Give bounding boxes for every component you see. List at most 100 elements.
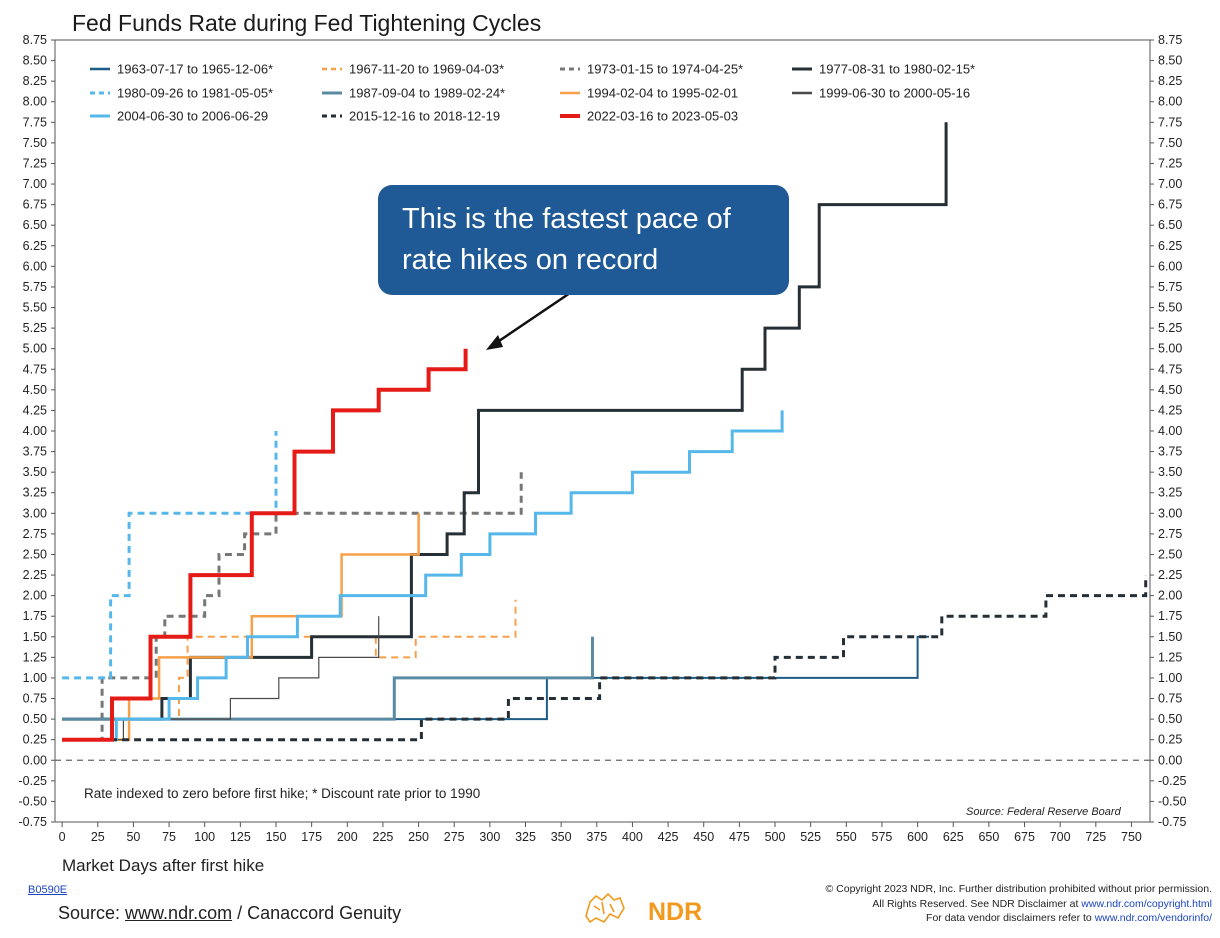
y-tick-label-right: 3.50: [1158, 465, 1182, 479]
y-tick-label-left: 4.50: [23, 383, 47, 397]
x-tick-label: 200: [337, 830, 358, 844]
x-tick-label: 0: [59, 830, 66, 844]
x-tick-label: 475: [729, 830, 750, 844]
x-tick-label: 175: [301, 830, 322, 844]
y-tick-label-left: 7.25: [23, 156, 47, 170]
y-tick-label-right: 4.00: [1158, 424, 1182, 438]
y-tick-label-left: -0.25: [19, 774, 48, 788]
series-line: [62, 616, 380, 741]
y-tick-label-right: 8.00: [1158, 95, 1182, 109]
y-tick-label-right: 6.00: [1158, 259, 1182, 273]
x-tick-label: 525: [800, 830, 821, 844]
y-tick-label-left: 8.25: [23, 74, 47, 88]
y-tick-label-right: 5.25: [1158, 321, 1182, 335]
x-tick-label: 400: [622, 830, 643, 844]
legend-label: 1973-01-15 to 1974-04-25*: [587, 62, 743, 77]
y-tick-label-left: 1.75: [23, 609, 47, 623]
chart-source: Source: Federal Reserve Board: [966, 806, 1121, 818]
vendor-info-link[interactable]: www.ndr.com/vendorinfo/: [1094, 912, 1212, 924]
series-line: [62, 348, 468, 742]
logo-text: NDR: [648, 898, 702, 926]
x-tick-label: 125: [230, 830, 251, 844]
callout-arrow: [495, 291, 571, 345]
legend-label: 1980-09-26 to 1981-05-05*: [117, 86, 273, 101]
y-tick-label-right: -0.75: [1158, 815, 1187, 829]
y-tick-label-left: 4.25: [23, 403, 47, 417]
x-tick-label: 25: [91, 830, 105, 844]
x-tick-label: 675: [1014, 830, 1035, 844]
y-tick-label-left: 4.00: [23, 424, 47, 438]
y-tick-label-left: 8.00: [23, 95, 47, 109]
bull-bear-icon: [585, 892, 625, 924]
x-tick-label: 350: [551, 830, 572, 844]
chart-code-link[interactable]: B0590E: [28, 884, 68, 896]
y-tick-label-left: 5.25: [23, 321, 47, 335]
y-tick-label-right: 3.75: [1158, 445, 1182, 459]
y-tick-label-left: 2.25: [23, 568, 47, 582]
y-tick-label-right: 0.25: [1158, 733, 1182, 747]
y-tick-label-left: 5.50: [23, 301, 47, 315]
y-tick-label-left: 6.25: [23, 239, 47, 253]
y-tick-label-right: 4.25: [1158, 403, 1182, 417]
y-tick-label-right: 3.25: [1158, 486, 1182, 500]
y-tick-label-left: 3.75: [23, 445, 47, 459]
copyright-line-3: For data vendor disclaimers refer to www…: [572, 911, 1212, 926]
series-line: [62, 636, 594, 721]
copyright-line-2: All Rights Reserved. See NDR Disclaimer …: [572, 897, 1212, 912]
x-tick-label: 425: [658, 830, 679, 844]
copyright-block: © Copyright 2023 NDR, Inc. Further distr…: [572, 882, 1213, 926]
callout-arrowhead: [486, 335, 503, 350]
x-tick-label: 750: [1121, 830, 1142, 844]
y-tick-label-right: 1.00: [1158, 671, 1182, 685]
x-tick-label: 500: [765, 830, 786, 844]
y-tick-label-left: 7.00: [23, 177, 47, 191]
x-tick-label: 100: [194, 830, 215, 844]
y-tick-label-right: 7.00: [1158, 177, 1182, 191]
y-tick-label-left: -0.50: [19, 794, 48, 808]
y-tick-label-left: 1.50: [23, 630, 47, 644]
x-tick-label: 325: [515, 830, 536, 844]
y-tick-label-right: 5.00: [1158, 342, 1182, 356]
series-line: [62, 431, 278, 680]
chart-title: Fed Funds Rate during Fed Tightening Cyc…: [72, 10, 542, 36]
copyright-link[interactable]: www.ndr.com/copyright.html: [1081, 897, 1212, 910]
legend-label: 1987-09-04 to 1989-02-24*: [349, 86, 505, 101]
y-tick-label-left: 0.00: [23, 753, 47, 767]
y-tick-label-left: 0.25: [23, 733, 47, 747]
plot-frame: [54, 39, 1151, 823]
copyright-line-1: © Copyright 2023 NDR, Inc. Further distr…: [825, 883, 1213, 895]
y-tick-label-right: 4.50: [1158, 383, 1182, 397]
y-tick-label-right: 1.50: [1158, 630, 1182, 644]
y-tick-label-left: 0.75: [23, 692, 47, 706]
footer-source: Source: www.ndr.com / Canaccord Genuity: [58, 903, 401, 924]
x-axis-label: Market Days after first hike: [62, 856, 265, 875]
x-tick-label: 650: [978, 830, 999, 844]
legend-label: 1963-07-17 to 1965-12-06*: [117, 62, 273, 77]
y-tick-label-left: 2.50: [23, 547, 47, 561]
legend-label: 1967-11-20 to 1969-04-03*: [349, 62, 504, 77]
y-tick-label-right: 6.50: [1158, 218, 1182, 232]
y-tick-label-right: 8.50: [1158, 54, 1182, 68]
y-tick-label-right: 6.25: [1158, 239, 1182, 253]
footer-source-suffix: / Canaccord Genuity: [232, 903, 402, 923]
y-tick-label-right: 2.00: [1158, 589, 1182, 603]
footer-source-link[interactable]: www.ndr.com: [125, 903, 233, 923]
y-tick-label-right: -0.25: [1158, 774, 1187, 788]
y-tick-label-right: 6.75: [1158, 198, 1182, 212]
x-tick-label: 575: [872, 830, 893, 844]
y-tick-label-right: 2.50: [1158, 547, 1182, 561]
x-tick-label: 450: [693, 830, 714, 844]
y-tick-label-left: 6.50: [23, 218, 47, 232]
chart-annotation: Rate indexed to zero before first hike; …: [84, 786, 481, 801]
y-tick-label-right: 7.75: [1158, 115, 1182, 129]
x-tick-label: 300: [479, 830, 500, 844]
y-tick-label-right: 2.75: [1158, 527, 1182, 541]
x-tick-label: 50: [126, 830, 140, 844]
x-tick-label: 725: [1085, 830, 1106, 844]
legend-label: 1977-08-31 to 1980-02-15*: [819, 62, 975, 77]
y-tick-label-right: 4.75: [1158, 362, 1182, 376]
y-tick-label-left: 5.75: [23, 280, 47, 294]
y-tick-label-left: 7.50: [23, 136, 47, 150]
x-tick-label: 150: [266, 830, 287, 844]
y-tick-label-left: 2.00: [23, 589, 47, 603]
